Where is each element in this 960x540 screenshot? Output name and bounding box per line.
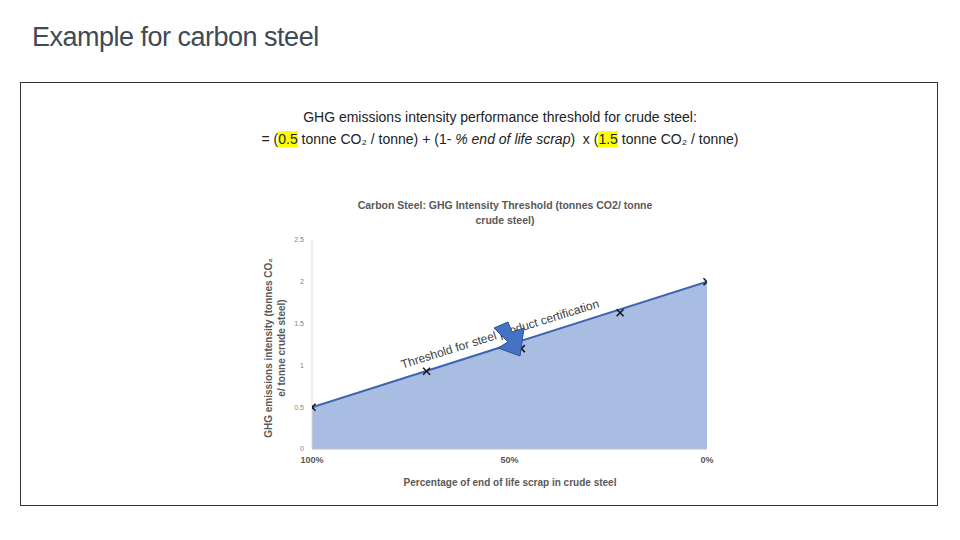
html-text:Carbon Steel: GHG Intensity Th: Carbon Steel: GHG Intensity Threshold (t… — [357, 199, 653, 226]
svg-text:1.5: 1.5 — [294, 320, 304, 327]
svg-text:0.5: 0.5 — [294, 404, 304, 411]
html-text:Percentage of end of life scra: Percentage of end of life scrap in crude… — [403, 476, 617, 488]
svg-text:2.5: 2.5 — [294, 236, 304, 243]
svg-text:0: 0 — [300, 445, 304, 452]
html-text:= (0.5 tonne CO₂ / tonne) + (1: = (0.5 tonne CO₂ / tonne) + (1-% end of … — [261, 131, 739, 147]
html-text:GHG emissions intensity (tonne: GHG emissions intensity (tonnes CO₂ e/ t… — [263, 258, 287, 438]
html-text:Threshold for steel product ce: Threshold for steel product certificatio… — [399, 296, 601, 372]
svg-text:50%: 50% — [500, 455, 518, 465]
svg-text:0%: 0% — [700, 455, 713, 465]
svg-text:100%: 100% — [300, 455, 323, 465]
svg-text:2: 2 — [300, 278, 304, 285]
html-text:Example for carbon steel: Example for carbon steel — [32, 22, 319, 52]
svg-text:1: 1 — [300, 362, 304, 369]
html-text:GHG emissions intensity perfor: GHG emissions intensity performance thre… — [303, 109, 697, 125]
